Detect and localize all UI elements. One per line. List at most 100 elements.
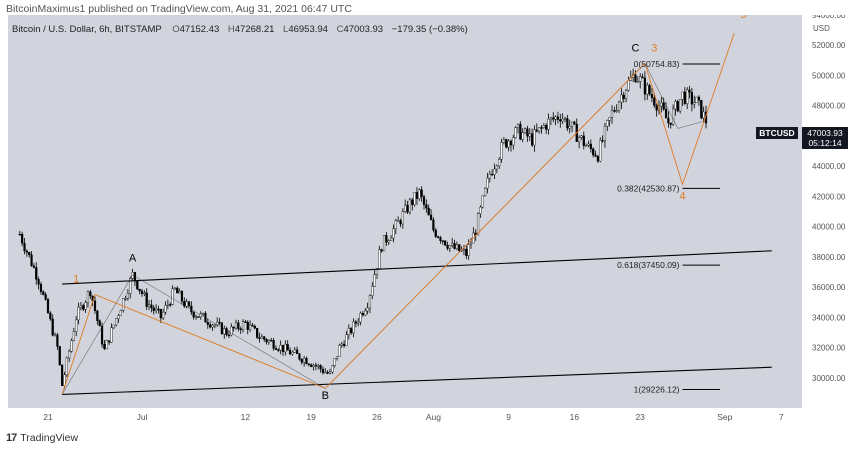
abc-label: C <box>632 42 640 54</box>
candle-body <box>507 140 510 148</box>
candle-body <box>599 140 602 162</box>
candle-body <box>154 308 158 311</box>
footer-brand: TradingView <box>20 432 79 444</box>
x-tick-label: Aug <box>426 412 441 422</box>
candle-body <box>296 349 299 354</box>
candle-body <box>462 248 466 251</box>
candle-body <box>107 340 111 343</box>
x-tick-label: 19 <box>306 412 316 422</box>
x-tick-label: 9 <box>506 412 511 422</box>
candle-body <box>298 353 301 360</box>
candle-body <box>538 127 541 132</box>
candle-body <box>157 308 160 311</box>
candle-body <box>317 365 320 367</box>
candle-body <box>201 312 205 315</box>
abc-label: A <box>129 252 137 264</box>
candle-body <box>594 154 597 157</box>
candle-body <box>303 358 306 363</box>
candle-body <box>458 244 461 252</box>
candle-body <box>512 137 515 146</box>
candle-body <box>279 344 282 351</box>
candle-body <box>570 121 574 127</box>
candle-body <box>650 94 654 99</box>
candle-body <box>552 117 555 120</box>
y-tick-label: 50000.00 <box>812 71 846 80</box>
candle-body <box>441 240 444 242</box>
candle-body <box>18 233 21 236</box>
candle-body <box>437 236 440 238</box>
candle-body <box>375 268 379 275</box>
candle-body <box>164 305 167 313</box>
y-tick-label: 42000.00 <box>812 192 846 201</box>
candle-body <box>613 110 616 112</box>
wave-label: 3 <box>651 42 657 54</box>
candle-body <box>44 294 47 300</box>
candle-body <box>248 324 252 330</box>
candle-body <box>96 310 99 321</box>
candle-body <box>147 304 151 307</box>
candle-body <box>455 244 458 249</box>
y-tick-label: 40000.00 <box>812 223 846 232</box>
candle-body <box>371 285 374 296</box>
channel-line <box>62 250 772 285</box>
candle-body <box>267 340 270 343</box>
candle-body <box>418 189 421 199</box>
candle-body <box>519 123 522 140</box>
candle-body <box>467 244 470 256</box>
x-tick-label: Jul <box>137 412 148 422</box>
candle-body <box>89 291 92 297</box>
candle-body <box>404 204 407 212</box>
candle-body <box>681 91 684 100</box>
candle-body <box>641 76 644 79</box>
candle-body <box>528 133 531 137</box>
candle-body <box>185 301 188 307</box>
candle-body <box>53 334 57 337</box>
candle-body <box>634 74 637 83</box>
candle-body <box>660 102 663 107</box>
candle-body <box>498 159 501 167</box>
candle-body <box>70 340 73 352</box>
price-chart[interactable]: 30000.00 32000.00 34000.00 36000.00 38000.00… <box>0 15 850 430</box>
fib-label: 0(50754.83) <box>634 59 680 69</box>
candle-body <box>491 173 494 176</box>
candle-body <box>300 359 303 363</box>
candle-body <box>639 76 642 82</box>
candle-body <box>115 318 118 326</box>
candle-body <box>653 97 656 106</box>
candle-body <box>324 371 327 374</box>
wave-label: 5 <box>741 15 747 21</box>
candle-body <box>343 343 346 346</box>
fib-label: 1(29226.12) <box>634 384 680 394</box>
candle-body <box>596 155 599 162</box>
candle-body <box>488 173 491 179</box>
candle-body <box>293 349 296 353</box>
candle-body <box>244 321 247 323</box>
candle-body <box>230 326 233 336</box>
candle-body <box>364 310 367 316</box>
candle-body <box>183 301 186 307</box>
candle-body <box>700 100 703 119</box>
candle-body <box>561 118 564 122</box>
time-axis[interactable]: 21 Jul 12 19 26 Aug 9 16 23 Sep 7 <box>43 412 784 422</box>
candle-body <box>674 101 677 110</box>
symbol-legend: Bitcoin / U.S. Dollar, 6h, BITSTAMP O471… <box>12 24 468 35</box>
candle-body <box>568 126 571 129</box>
candle-body <box>603 125 607 142</box>
candle-body <box>61 364 64 387</box>
candle-body <box>686 89 689 104</box>
candle-body <box>112 324 115 328</box>
candle-body <box>446 244 449 249</box>
candle-body <box>49 312 52 320</box>
candle-body <box>693 102 696 105</box>
candle-body <box>223 328 226 335</box>
x-tick-label: 21 <box>43 412 53 422</box>
candle-body <box>368 295 372 309</box>
candle-body <box>352 321 355 334</box>
candle-body <box>232 326 235 329</box>
y-tick-label: 34000.00 <box>812 313 846 322</box>
candle-body <box>197 316 200 318</box>
candle-body <box>563 118 567 120</box>
candle-body <box>166 304 169 306</box>
candle-body <box>476 213 480 236</box>
candle-body <box>192 311 195 318</box>
